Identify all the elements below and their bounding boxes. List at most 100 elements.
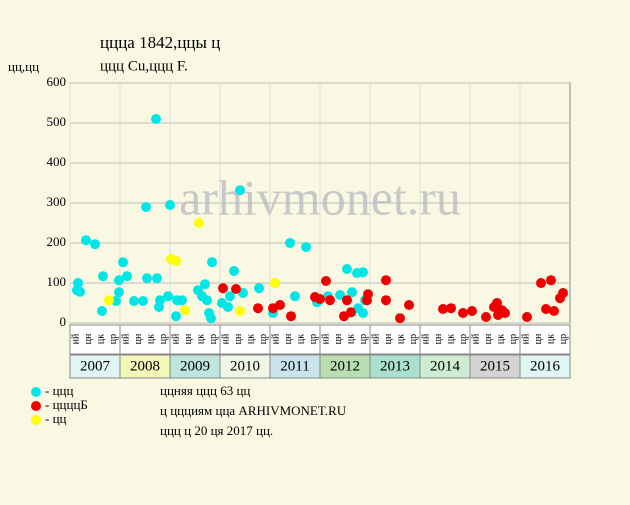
point (446, 303, 456, 314)
month-label: ий (371, 333, 382, 344)
point (141, 202, 151, 212)
point (97, 306, 107, 316)
month-label: цр (358, 334, 369, 344)
point (346, 307, 356, 318)
point (253, 303, 263, 314)
point (321, 276, 331, 286)
y-tick-label: 100 (47, 274, 67, 289)
point (342, 295, 352, 306)
point (118, 257, 128, 268)
x-tick-label: 2014 (430, 358, 461, 374)
point (75, 286, 85, 297)
point (171, 256, 181, 266)
point (492, 298, 502, 308)
legend-label: - ццццБ (45, 397, 88, 412)
point (207, 257, 217, 268)
point (165, 200, 175, 210)
month-label: цк (496, 334, 507, 344)
point (223, 302, 233, 312)
point (180, 305, 190, 316)
month-label: цн (333, 333, 344, 344)
year-band (519, 354, 571, 379)
point (270, 278, 280, 288)
month-label: цк (196, 334, 207, 344)
point (235, 306, 245, 316)
month-label: цн (433, 333, 444, 344)
point (347, 287, 357, 298)
month-label: цр (408, 334, 419, 344)
point (301, 242, 311, 252)
legend-label: - цц (45, 411, 67, 426)
month-label: цр (458, 334, 469, 344)
month-label: цр (108, 334, 119, 344)
point (206, 313, 216, 324)
month-label: цк (446, 334, 457, 344)
point (363, 289, 373, 300)
month-label: ий (221, 333, 232, 344)
month-label: цн (483, 333, 494, 344)
month-label: цн (283, 333, 294, 344)
point (549, 306, 559, 316)
point (254, 283, 264, 294)
month-label: цр (508, 334, 519, 344)
month-label: цр (308, 334, 319, 344)
point (404, 300, 414, 310)
chart-title: ццца 1842,ццы ц (100, 33, 220, 52)
point (152, 273, 162, 284)
month-label: цн (383, 333, 394, 344)
point (73, 278, 83, 288)
point (286, 311, 296, 322)
point (381, 275, 391, 286)
y-tick-label: 400 (47, 154, 67, 169)
y-axis-label: цц,цц (8, 59, 39, 74)
legend-marker (31, 387, 41, 397)
point (177, 295, 187, 306)
month-label: цн (83, 333, 94, 344)
point (235, 185, 245, 196)
point (151, 114, 161, 124)
x-tick-label: 2012 (330, 358, 360, 374)
point (229, 266, 239, 276)
point (481, 312, 491, 322)
x-tick-label: 2013 (380, 358, 410, 374)
month-label: ий (121, 333, 132, 344)
month-label: цр (158, 334, 169, 344)
month-label: ий (421, 333, 432, 344)
month-band (219, 324, 271, 355)
month-band (519, 324, 571, 355)
point (142, 273, 152, 284)
month-label: цр (208, 334, 219, 344)
month-band (419, 324, 471, 355)
point (90, 239, 100, 250)
point (231, 284, 241, 294)
month-label: цк (346, 334, 357, 344)
month-label: цн (533, 333, 544, 344)
y-tick-label: 200 (47, 234, 67, 249)
point (202, 295, 212, 306)
point (558, 288, 568, 298)
point (98, 271, 108, 282)
point (395, 313, 405, 324)
x-tick-label: 2008 (130, 358, 160, 374)
point (335, 290, 345, 300)
point (122, 271, 132, 282)
legend-marker (31, 401, 41, 411)
month-label: ий (471, 333, 482, 344)
month-band (369, 324, 421, 355)
point (438, 304, 448, 314)
month-label: ий (171, 333, 182, 344)
point (541, 304, 551, 314)
month-label: цк (96, 334, 107, 344)
point (218, 283, 228, 294)
legend-marker (31, 415, 41, 425)
point (536, 278, 546, 288)
x-tick-label: 2016 (530, 358, 561, 374)
month-label: цк (396, 334, 407, 344)
point (200, 279, 210, 290)
y-tick-label: 500 (47, 114, 67, 129)
month-label: цр (258, 334, 269, 344)
point (194, 218, 204, 228)
month-band (119, 324, 171, 355)
